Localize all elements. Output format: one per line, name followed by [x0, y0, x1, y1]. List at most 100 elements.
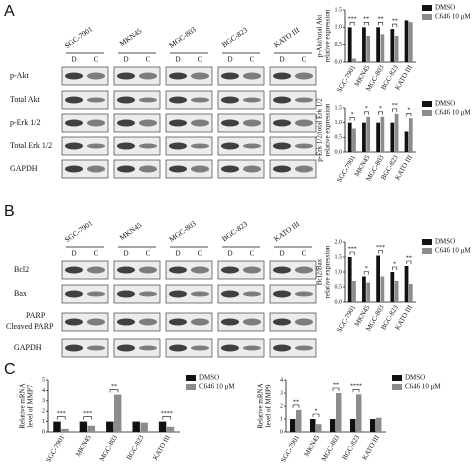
bar: [132, 421, 140, 432]
blot-band: [87, 165, 105, 173]
lane-label: D: [123, 56, 128, 64]
y-axis-label: relative expression: [324, 103, 332, 156]
blot-band: [87, 72, 105, 80]
legend-swatch: [186, 375, 196, 381]
bar: [380, 34, 385, 62]
blot-frame: [165, 312, 213, 332]
blot-band: [221, 72, 239, 80]
blot-band: [221, 165, 239, 173]
y-tick-label: 5: [42, 377, 45, 383]
blot-band: [117, 165, 135, 173]
y-tick-label: 0.0: [335, 59, 343, 65]
row-label: Bcl2: [14, 265, 29, 274]
y-tick-label: 1.0: [335, 25, 343, 31]
blot-frame: [217, 113, 265, 133]
blot-frame: [217, 260, 265, 280]
sig-bracket: [109, 389, 119, 393]
blot-band: [221, 119, 239, 127]
blot-band: [65, 119, 83, 127]
blot-frame: [217, 66, 265, 86]
blot-band: [295, 165, 313, 173]
blot-band: [295, 291, 313, 297]
sig-bracket: [378, 22, 383, 26]
y-tick-label: 4: [42, 388, 45, 394]
legend-swatch: [392, 375, 402, 381]
sig-bracket: [162, 416, 172, 420]
bar: [380, 116, 385, 152]
x-tick-label: KATO III: [151, 433, 172, 461]
blot-frame: [165, 113, 213, 133]
sig-label: **: [363, 17, 369, 23]
bar: [366, 36, 371, 62]
blot-frame: [217, 284, 265, 304]
legend-label: C646 10 μM: [199, 383, 235, 391]
sig-label: ***: [376, 245, 385, 251]
blot-band: [117, 96, 135, 104]
sig-label: **: [378, 17, 384, 23]
sig-label: ***: [83, 411, 92, 417]
bar: [404, 20, 409, 62]
y-axis-label: p-Akt/total Akt: [316, 15, 324, 58]
legend-label: DMSO: [405, 374, 425, 382]
bar: [158, 421, 167, 432]
sig-label: *: [407, 108, 410, 114]
bar: [390, 272, 395, 302]
bar: [61, 428, 69, 432]
blot-band: [87, 291, 105, 297]
lane-label: D: [175, 250, 180, 258]
sig-label: *: [365, 106, 368, 112]
y-axis-label: level of MMP9: [265, 384, 273, 427]
sig-bracket: [332, 387, 340, 391]
lane-label: C: [302, 56, 307, 64]
blot-band: [139, 165, 157, 173]
sig-bracket: [56, 416, 66, 420]
blot-frame: [217, 136, 265, 156]
sig-bracket: [349, 22, 355, 26]
blot-band: [169, 142, 187, 150]
y-tick-label: 0: [42, 429, 45, 435]
blot-band: [65, 165, 83, 173]
blot-frame: [165, 90, 213, 110]
blot-band: [221, 344, 239, 352]
y-tick-label: 0.5: [335, 135, 343, 141]
panel-label: B: [4, 203, 15, 220]
cell-line-label: KATO III: [272, 219, 302, 243]
lane-label: C: [146, 56, 151, 64]
bar: [347, 257, 352, 302]
blot-frame: [61, 113, 109, 133]
bar: [347, 122, 352, 152]
blot-frame: [165, 260, 213, 280]
cell-line-label: BGC-823: [220, 25, 249, 49]
blot-band: [273, 290, 291, 298]
y-tick-label: 0.0: [335, 299, 343, 305]
lane-label: C: [94, 250, 99, 258]
blot-band: [295, 119, 313, 127]
y-tick-label: 4: [280, 377, 283, 383]
y-tick-label: 2.0: [335, 239, 343, 245]
blot-band: [117, 119, 135, 127]
blot-band: [221, 266, 239, 274]
blot-frame: [217, 159, 265, 179]
blot-frame: [269, 136, 317, 156]
x-tick-label: SGC-7901: [44, 433, 66, 463]
sig-bracket: [392, 108, 398, 112]
y-axis-label: p-Erk 1/2/total Erk 1/2: [316, 98, 324, 162]
blot-band: [65, 290, 83, 298]
y-axis-label: level of MMP7: [27, 384, 35, 427]
legend-swatch: [422, 110, 432, 116]
y-tick-label: 0.0: [335, 149, 343, 155]
blot-frame: [61, 260, 109, 280]
legend-swatch: [422, 101, 432, 107]
y-tick-label: 1.5: [335, 254, 343, 260]
blot-band: [273, 119, 291, 127]
blot-band: [139, 266, 157, 274]
sig-label: *: [351, 112, 354, 118]
bar: [352, 281, 356, 302]
sig-label: ***: [348, 17, 357, 23]
blot-frame: [61, 284, 109, 304]
bar: [362, 276, 366, 302]
blot-band: [191, 266, 209, 274]
blot-band: [273, 318, 291, 326]
sig-label: **: [406, 255, 412, 261]
y-tick-label: 0: [280, 429, 283, 435]
